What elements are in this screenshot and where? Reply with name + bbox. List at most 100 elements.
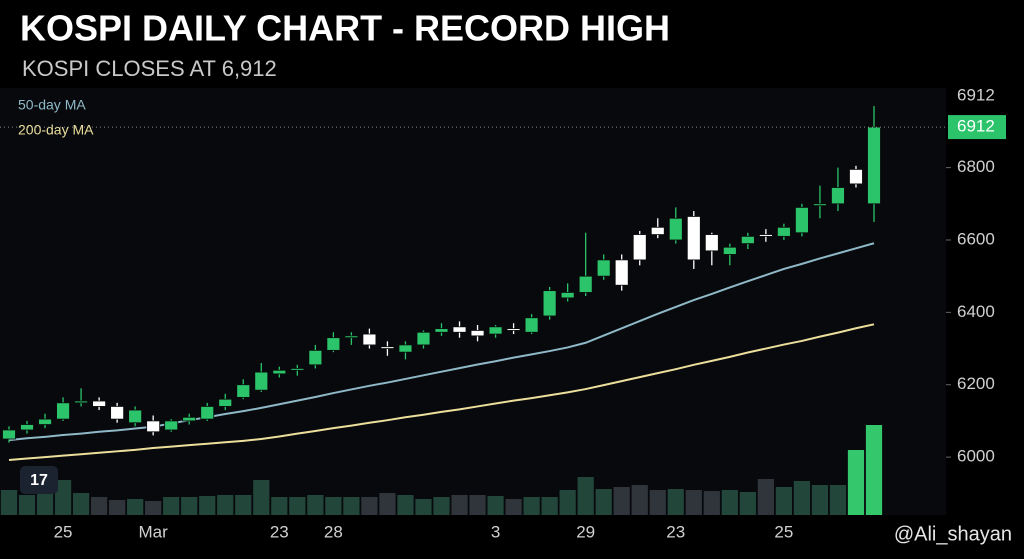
volume-bar xyxy=(865,425,883,515)
x-tick-label: 28 xyxy=(324,522,343,541)
candle-body xyxy=(92,400,106,407)
volume-bar xyxy=(163,497,180,515)
volume-bar xyxy=(235,495,252,515)
legend-entry: 200-day MA xyxy=(18,122,94,138)
volume-bar xyxy=(451,495,468,515)
candle-body xyxy=(416,331,431,346)
y-tick-label: 6400 xyxy=(957,302,995,321)
x-tick-label: 25 xyxy=(774,522,793,541)
volume-bar xyxy=(775,487,793,515)
candle-body xyxy=(452,326,467,333)
volume-bar xyxy=(703,491,720,515)
candle-body xyxy=(867,126,881,205)
volume-bar xyxy=(145,501,162,515)
y-tick-label: 6000 xyxy=(957,447,995,466)
volume-bar xyxy=(90,497,108,515)
candle-body xyxy=(740,235,755,245)
candle-body xyxy=(470,330,485,337)
top-price-label: 6912 xyxy=(957,85,995,104)
volume-bar xyxy=(361,497,378,515)
x-tick-label: Mar xyxy=(139,522,169,541)
volume-bar xyxy=(469,495,486,515)
chart-subtitle: KOSPI CLOSES AT 6,912 xyxy=(22,56,277,81)
candle-body xyxy=(20,424,34,431)
svg-text:17: 17 xyxy=(30,472,48,489)
volume-bar xyxy=(109,500,126,515)
candle-body xyxy=(668,217,683,241)
volume-bar xyxy=(199,496,216,515)
candle-body xyxy=(308,349,323,366)
candle-body xyxy=(849,169,863,185)
volume-bar xyxy=(343,497,360,515)
candle-body xyxy=(813,203,827,207)
volume-bar xyxy=(649,490,666,515)
candle-body xyxy=(614,259,629,286)
candle-body xyxy=(758,234,773,237)
candle-body xyxy=(236,384,251,398)
volume-bar xyxy=(541,497,558,515)
y-tick-label: 6600 xyxy=(957,229,995,248)
candle-body xyxy=(146,420,161,433)
tv-logo: 17 xyxy=(20,466,58,494)
volume-bar xyxy=(613,487,630,515)
volume-bar xyxy=(72,493,90,515)
volume-bar xyxy=(54,480,72,515)
candle-body xyxy=(596,259,611,277)
candle-body xyxy=(200,406,215,420)
candle-body xyxy=(434,328,449,333)
last-price-box xyxy=(948,115,1006,140)
candle-body xyxy=(380,346,395,349)
volume-bar xyxy=(757,479,774,515)
volume-bar xyxy=(721,490,738,515)
candle-body xyxy=(362,333,377,346)
volume-bar xyxy=(559,490,576,515)
candle-body xyxy=(110,406,125,420)
volume-bar xyxy=(307,495,324,515)
plot-area xyxy=(0,88,946,515)
y-tick-label: 6800 xyxy=(957,157,995,176)
volume-bar xyxy=(127,499,144,515)
candle-body xyxy=(686,216,701,261)
volume-bar xyxy=(739,492,756,515)
candle-body xyxy=(650,226,665,235)
candle-body xyxy=(560,292,575,299)
volume-bar xyxy=(595,489,612,515)
volume-bar xyxy=(523,497,540,515)
volume-bar xyxy=(793,481,811,515)
candle-body xyxy=(506,328,521,331)
candle-body xyxy=(164,420,179,431)
x-tick-label: 25 xyxy=(54,522,73,541)
volume-bar xyxy=(577,477,594,515)
candle-body xyxy=(632,234,647,261)
volume-bar xyxy=(829,485,847,515)
volume-bar xyxy=(667,489,684,515)
candle-body xyxy=(344,335,359,339)
volume-bar xyxy=(685,490,702,515)
volume-bar xyxy=(433,497,450,515)
volume-bar xyxy=(18,495,36,515)
chart-title: KOSPI DAILY CHART - RECORD HIGH xyxy=(20,8,670,49)
candle-body xyxy=(128,409,143,424)
volume-bar xyxy=(379,493,396,515)
volume-bar xyxy=(271,497,288,515)
candle-body xyxy=(2,429,16,440)
candle-body xyxy=(398,344,413,353)
candle-body xyxy=(524,317,539,333)
volume-bar xyxy=(325,497,342,515)
candle-body xyxy=(777,226,791,237)
volume-bar xyxy=(415,499,432,515)
x-tick-label: 23 xyxy=(666,522,685,541)
x-tick-label: 3 xyxy=(491,522,500,541)
candle-body xyxy=(704,234,719,252)
watermark: @Ali_shayan xyxy=(894,523,1012,545)
candle-body xyxy=(488,326,503,335)
volume-bar xyxy=(217,495,234,515)
x-tick-label: 29 xyxy=(576,522,595,541)
volume-bar xyxy=(811,485,829,515)
candle-body xyxy=(542,290,557,317)
candle-body xyxy=(578,275,593,293)
candle-body xyxy=(218,398,233,407)
ma-line xyxy=(8,323,875,461)
y-tick-label: 6200 xyxy=(957,374,995,393)
